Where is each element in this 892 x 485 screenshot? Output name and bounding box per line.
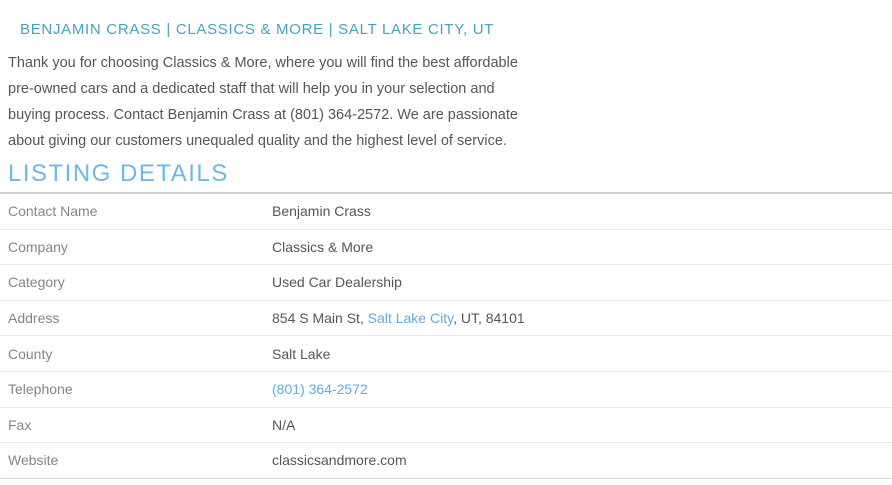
listing-details-heading: LISTING DETAILS <box>8 160 229 187</box>
table-row-county: County Salt Lake <box>0 336 892 372</box>
row-value-address: 854 S Main St, Salt Lake City, UT, 84101 <box>272 310 525 326</box>
row-label-website: Website <box>8 452 59 469</box>
table-row-telephone: Telephone (801) 364-2572 <box>0 372 892 408</box>
telephone-link[interactable]: (801) 364-2572 <box>272 381 368 398</box>
page-title: BENJAMIN CRASS | CLASSICS & MORE | SALT … <box>20 21 495 38</box>
table-row-website: Website classicsandmore.com <box>0 443 892 479</box>
table-row-fax: Fax N/A <box>0 408 892 444</box>
row-value-county: Salt Lake <box>272 345 331 362</box>
row-value-telephone: (801) 364-2572 <box>272 381 368 397</box>
table-row-contact-name: Contact Name Benjamin Crass <box>0 194 892 230</box>
row-label-company: Company <box>8 238 68 255</box>
row-label-contact-name: Contact Name <box>8 203 98 220</box>
business-description: Thank you for choosing Classics & More, … <box>8 55 518 149</box>
address-rest: , UT, 84101 <box>453 310 525 327</box>
table-row-company: Company Classics & More <box>0 230 892 266</box>
row-label-telephone: Telephone <box>8 381 73 398</box>
row-label-address: Address <box>8 310 60 327</box>
row-value-category: Used Car Dealership <box>272 274 402 291</box>
table-row-address: Address 854 S Main St, Salt Lake City, U… <box>0 301 892 337</box>
row-label-fax: Fax <box>8 416 32 433</box>
row-value-contact-name: Benjamin Crass <box>272 203 371 220</box>
row-value-company: Classics & More <box>272 238 374 255</box>
city-link[interactable]: Salt Lake City <box>367 310 454 327</box>
row-value-website: classicsandmore.com <box>272 452 407 469</box>
address-street: 854 S Main St, <box>272 310 368 327</box>
row-label-county: County <box>8 345 53 362</box>
row-value-fax: N/A <box>272 416 296 433</box>
table-row-category: Category Used Car Dealership <box>0 265 892 301</box>
listing-details-table: Contact Name Benjamin Crass Company Clas… <box>0 192 892 479</box>
row-label-category: Category <box>8 274 65 291</box>
